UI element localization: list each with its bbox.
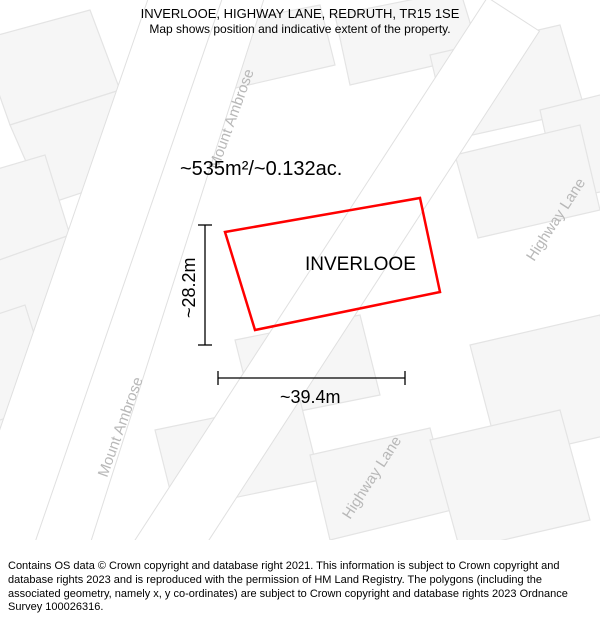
dimension-height [198, 225, 212, 345]
area-label: ~535m²/~0.132ac. [180, 158, 342, 180]
footer-text: Contains OS data © Crown copyright and d… [8, 560, 568, 613]
header-subtitle: Map shows position and indicative extent… [10, 22, 590, 36]
map-header: INVERLOOE, HIGHWAY LANE, REDRUTH, TR15 1… [0, 0, 600, 38]
map-canvas: Mount Ambrose Mount Ambrose Highway Lane… [0, 0, 600, 540]
height-label: ~28.2m [179, 257, 199, 318]
copyright-footer: Contains OS data © Crown copyright and d… [0, 554, 600, 625]
width-label: ~39.4m [280, 387, 341, 407]
property-name-label: INVERLOOE [305, 254, 416, 275]
address-title: INVERLOOE, HIGHWAY LANE, REDRUTH, TR15 1… [10, 6, 590, 21]
